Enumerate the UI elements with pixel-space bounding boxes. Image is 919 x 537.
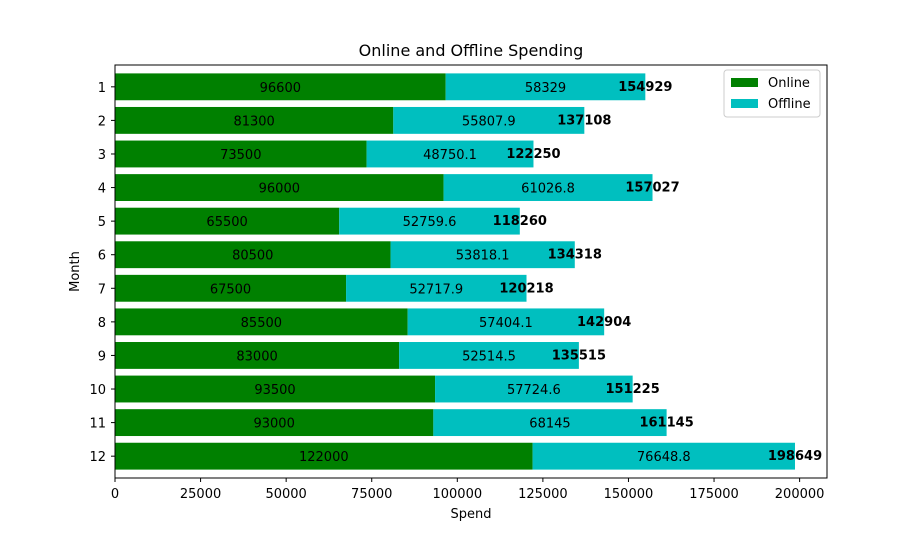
y-axis-title: Month	[68, 251, 83, 292]
y-tick-label-10: 10	[89, 383, 106, 398]
bar-offline-month-1	[445, 73, 646, 101]
total-label-month-12: 198649	[768, 449, 822, 464]
total-label-month-5: 118260	[493, 214, 547, 229]
bar-label-offline-month-3: 48750.1	[423, 148, 477, 163]
total-label-month-7: 120218	[499, 281, 553, 296]
bar-online-month-2	[115, 106, 394, 134]
bar-online-month-9	[115, 342, 400, 369]
bar-online-month-10	[115, 375, 436, 403]
bar-offline-month-5	[339, 207, 520, 235]
y-tick-label-2: 2	[98, 114, 106, 129]
plot-frame	[114, 64, 828, 479]
bar-label-online-month-11: 93000	[253, 417, 294, 432]
bar-label-online-month-4: 96000	[259, 182, 300, 197]
bar-label-offline-month-5: 52759.6	[403, 215, 457, 230]
bar-label-offline-month-9: 52514.5	[462, 349, 516, 364]
bar-label-offline-month-7: 52717.9	[409, 282, 463, 297]
total-label-month-1: 154929	[618, 80, 672, 95]
bar-offline-month-10	[435, 375, 633, 403]
y-tick-label-3: 3	[98, 148, 106, 163]
x-tick-label-150000: 150000	[604, 487, 654, 502]
bar-online-month-6	[115, 241, 391, 269]
bar-label-offline-month-11: 68145	[529, 417, 570, 432]
bar-label-offline-month-8: 57404.1	[479, 316, 533, 331]
x-tick-label-50000: 50000	[265, 487, 306, 502]
y-tick-label-6: 6	[98, 249, 106, 264]
bar-offline-month-6	[390, 241, 575, 269]
bar-offline-month-8	[407, 308, 605, 336]
total-label-month-11: 161145	[639, 416, 693, 431]
bar-label-offline-month-12: 76648.8	[637, 450, 691, 465]
chart-title: Online and Offline Spending	[359, 41, 584, 60]
x-tick-label-100000: 100000	[432, 487, 482, 502]
y-tick-label-7: 7	[98, 282, 106, 297]
bar-offline-month-2	[393, 106, 585, 134]
bar-online-month-11	[115, 409, 434, 437]
y-tick-label-1: 1	[98, 81, 106, 96]
legend: Online Offline	[723, 69, 821, 118]
total-label-month-4: 157027	[625, 181, 679, 196]
y-tick-label-11: 11	[89, 417, 106, 432]
bar-offline-month-9	[399, 342, 579, 369]
y-tick-label-4: 4	[98, 182, 106, 197]
legend-label-offline: Offline	[768, 97, 811, 112]
y-tick-label-8: 8	[98, 316, 106, 331]
x-tick-label-0: 0	[111, 487, 119, 502]
bar-online-month-1	[115, 73, 446, 101]
bar-label-online-month-1: 96600	[260, 81, 301, 96]
total-label-month-10: 151225	[606, 382, 660, 397]
bar-online-month-7	[115, 274, 347, 302]
bar-label-offline-month-6: 53818.1	[456, 249, 510, 264]
x-tick-label-200000: 200000	[775, 487, 825, 502]
bar-labels-group: 96600 58329 154929 81300 55807.9 137108 73500 4…	[206, 80, 822, 465]
bar-label-online-month-9: 83000	[236, 349, 277, 364]
bar-label-online-month-6: 80500	[232, 249, 273, 264]
bar-offline-month-3	[366, 140, 534, 168]
total-label-month-9: 135515	[552, 348, 606, 363]
y-tick-label-9: 9	[98, 349, 106, 364]
bar-online-month-4	[115, 174, 444, 201]
x-tick-label-25000: 25000	[180, 487, 221, 502]
y-tick-label-5: 5	[98, 215, 106, 230]
bar-label-online-month-2: 81300	[233, 114, 274, 129]
x-axis-title: Spend	[451, 507, 492, 522]
legend-swatch-offline	[731, 99, 758, 108]
legend-swatch-online	[731, 78, 758, 87]
bar-label-offline-month-4: 61026.8	[521, 182, 575, 197]
bar-label-offline-month-10: 57724.6	[507, 383, 561, 398]
bar-label-offline-month-1: 58329	[525, 81, 566, 96]
bar-label-offline-month-2: 55807.9	[462, 114, 516, 129]
x-tick-label-175000: 175000	[689, 487, 739, 502]
bar-offline-month-12	[532, 442, 795, 470]
bar-online-month-12	[115, 442, 533, 470]
bars-group	[115, 73, 795, 470]
bar-offline-month-7	[346, 274, 527, 302]
bar-label-online-month-3: 73500	[220, 148, 261, 163]
bar-online-month-3	[115, 140, 367, 168]
bar-label-online-month-5: 65500	[206, 215, 247, 230]
x-axis: 0 25000 50000 75000 100000 125000 150000 175000…	[111, 478, 825, 502]
bar-label-online-month-8: 85500	[241, 316, 282, 331]
bar-label-online-month-7: 67500	[210, 282, 251, 297]
legend-label-online: Online	[768, 76, 810, 91]
total-label-month-6: 134318	[548, 248, 602, 263]
x-tick-label-125000: 125000	[518, 487, 568, 502]
y-tick-label-12: 12	[89, 450, 106, 465]
bar-label-online-month-12: 122000	[299, 450, 349, 465]
total-label-month-2: 137108	[557, 113, 611, 128]
total-label-month-8: 142904	[577, 315, 631, 330]
x-tick-label-75000: 75000	[351, 487, 392, 502]
total-label-month-3: 122250	[506, 147, 560, 162]
bar-offline-month-4	[443, 174, 653, 201]
bar-online-month-5	[115, 207, 340, 235]
bar-offline-month-11	[433, 409, 667, 437]
bar-online-month-8	[115, 308, 408, 336]
bar-label-online-month-10: 93500	[254, 383, 295, 398]
